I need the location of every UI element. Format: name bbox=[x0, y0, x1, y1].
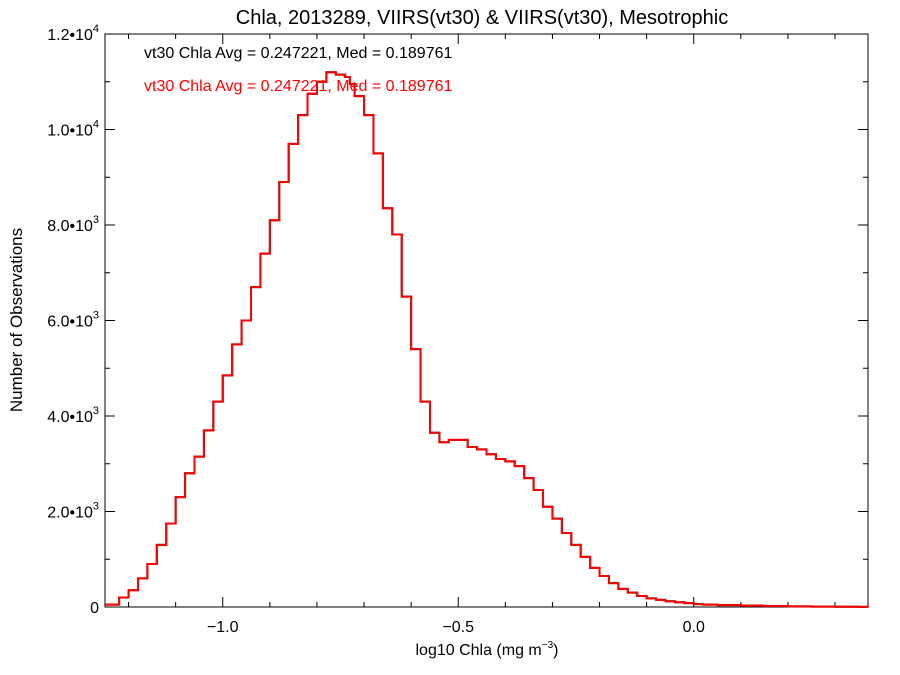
y-tick-label: 4.0•103 bbox=[47, 405, 99, 426]
series-layer bbox=[105, 71, 869, 608]
y-tick-label: 2.0•103 bbox=[47, 501, 99, 522]
series-line-red bbox=[105, 71, 869, 608]
x-axis-ticks: −1.0 −0.5 0.0 bbox=[128, 34, 836, 636]
y-tick-label: 1.2•104 bbox=[47, 23, 99, 44]
annotation-black: vt30 Chla Avg = 0.247221, Med = 0.189761 bbox=[144, 45, 452, 62]
y-tick-label: 0 bbox=[90, 600, 99, 617]
y-tick-label: 8.0•103 bbox=[47, 214, 99, 235]
x-tick-label: −0.5 bbox=[442, 619, 474, 636]
chart-title: Chla, 2013289, VIIRS(vt30) & VIIRS(vt30)… bbox=[236, 7, 728, 29]
x-tick-label: −1.0 bbox=[207, 619, 239, 636]
plot-frame bbox=[104, 33, 869, 608]
y-tick-label: 1.0•104 bbox=[47, 119, 99, 140]
x-axis-label: log10 Chla (mg m−3) bbox=[415, 640, 558, 659]
y-axis-label: Number of Observations bbox=[7, 228, 26, 412]
series-line-black bbox=[105, 71, 869, 608]
y-axis-ticks: 0 2.0•103 4.0•103 6.0•103 8.0•103 1.0•104 1.2•… bbox=[47, 23, 868, 617]
x-tick-label: 0.0 bbox=[683, 619, 705, 636]
annotation-red: vt30 Chla Avg = 0.247221, Med = 0.189761 bbox=[144, 78, 452, 95]
y-tick-label: 6.0•103 bbox=[47, 310, 99, 331]
